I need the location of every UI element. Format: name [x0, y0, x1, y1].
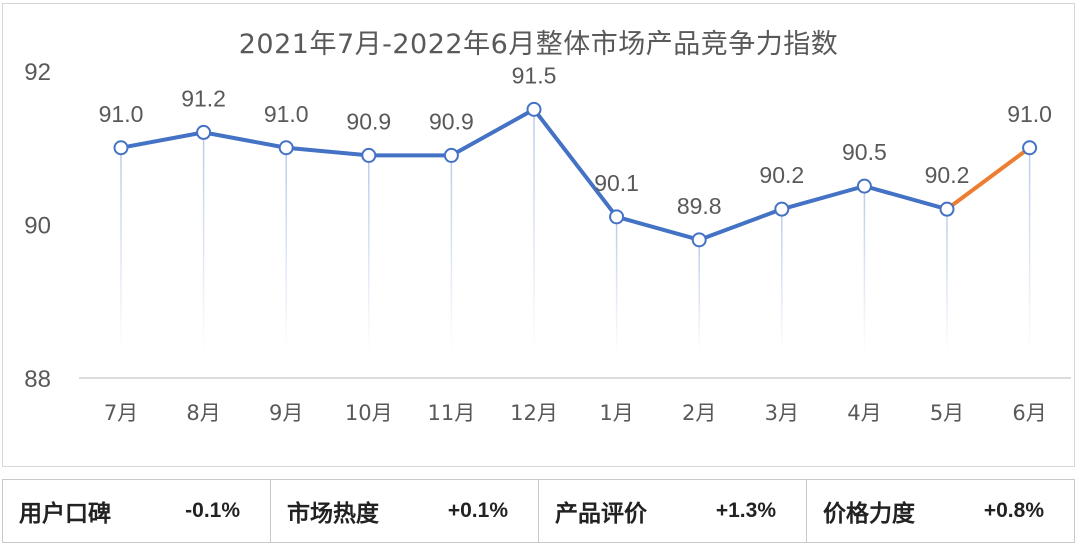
data-point: [361, 147, 377, 163]
data-label: 89.8: [677, 193, 722, 219]
x-tick-label: 10月: [345, 401, 393, 425]
drop-line: [202, 132, 205, 354]
x-tick-label: 9月: [269, 401, 303, 425]
data-label: 91.2: [181, 85, 226, 111]
drop-line: [946, 209, 948, 354]
data-point: [1022, 140, 1038, 156]
drop-line: [615, 216, 618, 354]
chart-panel: 2021年7月-2022年6月整体市场产品竞争力指数 88 90 92 7月 8月 9月 1…: [2, 3, 1075, 467]
drop-line: [368, 155, 370, 354]
data-point: [278, 140, 294, 156]
drop-line: [450, 155, 453, 354]
data-point: [856, 178, 872, 194]
series-line-last-segment: [945, 145, 1032, 212]
metric-label: 市场热度: [287, 501, 379, 527]
metric-product-rating: 产品评价 +1.3%: [539, 480, 807, 542]
x-tick-label: 12月: [510, 401, 558, 425]
y-tick-label: 88: [24, 366, 51, 393]
metric-value: +0.1%: [447, 499, 508, 522]
drop-line: [120, 147, 122, 354]
data-label: 90.9: [429, 108, 474, 134]
drop-line: [781, 209, 783, 354]
data-point: [526, 101, 542, 117]
x-tick-label: 2月: [682, 401, 716, 425]
data-label: 90.2: [925, 162, 970, 188]
data-point: [939, 201, 955, 217]
drop-line: [863, 186, 866, 354]
x-tick-label: 4月: [847, 401, 881, 425]
data-label: 90.9: [346, 108, 391, 134]
metric-value: +0.8%: [983, 499, 1044, 522]
metric-user-reputation: 用户口碑 -0.1%: [3, 480, 271, 542]
metric-value: -0.1%: [185, 499, 240, 522]
metric-value: +1.3%: [715, 499, 776, 522]
metrics-bar: 用户口碑 -0.1% 市场热度 +0.1% 产品评价 +1.3% 价格力度 +0…: [2, 479, 1075, 543]
data-point: [691, 232, 707, 248]
x-tick-label: 3月: [765, 401, 799, 425]
x-tick-label: 1月: [599, 401, 633, 425]
data-point: [443, 147, 459, 163]
data-label: 91.5: [512, 62, 557, 88]
y-tick-label: 90: [24, 213, 51, 240]
data-label: 91.0: [264, 101, 309, 127]
data-label: 91.0: [1007, 101, 1052, 127]
drop-line: [1028, 147, 1031, 354]
metric-label: 产品评价: [555, 501, 647, 527]
data-point: [609, 209, 625, 225]
chart-title: 2021年7月-2022年6月整体市场产品竞争力指数: [238, 29, 839, 60]
y-tick-label: 92: [24, 59, 51, 86]
data-label: 91.0: [99, 101, 144, 127]
metric-label: 价格力度: [823, 501, 915, 527]
drop-line: [533, 109, 535, 354]
metric-label: 用户口碑: [19, 501, 111, 527]
x-tick-label: 6月: [1012, 401, 1046, 425]
data-label: 90.2: [759, 162, 804, 188]
drop-line: [698, 239, 700, 354]
metric-market-heat: 市场热度 +0.1%: [271, 480, 539, 542]
data-point: [774, 201, 790, 217]
drop-line: [285, 147, 287, 354]
metric-price-strength: 价格力度 +0.8%: [807, 480, 1074, 542]
x-tick-label: 5月: [930, 401, 964, 425]
x-tick-label: 7月: [104, 401, 138, 425]
data-label: 90.1: [594, 170, 639, 196]
data-point: [113, 140, 129, 156]
x-tick-label: 8月: [186, 401, 220, 425]
x-tick-label: 11月: [428, 401, 476, 425]
data-label: 90.5: [842, 139, 887, 165]
data-point: [196, 124, 212, 140]
line-chart: 88 90 92 7月 8月 9月 10月 11月 12月 1月 2月 3月 4月 5月 6月 91.0 91…: [24, 59, 1071, 425]
